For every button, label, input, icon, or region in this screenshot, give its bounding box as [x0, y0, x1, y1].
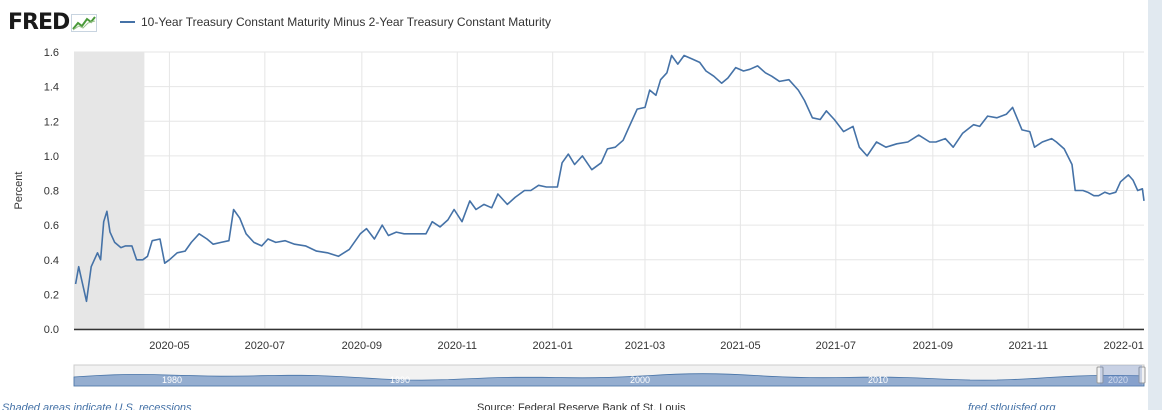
navigator-label-1: 1990	[390, 375, 410, 385]
y-tick-label-0: 0.0	[44, 324, 59, 336]
x-tick-label-1: 2020-07	[245, 340, 285, 352]
footer-site: fred.stlouisfed.org	[968, 402, 1056, 410]
navigator-label-0: 1980	[162, 375, 182, 385]
page-scrollbar[interactable]	[1148, 0, 1162, 410]
x-tick-label-0: 2020-05	[149, 340, 189, 352]
navigator-label-2: 2000	[630, 375, 650, 385]
footer-recession-note: Shaded areas indicate U.S. recessions	[2, 402, 192, 410]
navigator-handle-right[interactable]	[1138, 366, 1146, 384]
x-tick-label-9: 2021-11	[1008, 340, 1048, 352]
y-tick-label-3: 0.6	[44, 220, 59, 232]
y-tick-label-7: 1.4	[44, 82, 59, 94]
legend-label: 10-Year Treasury Constant Maturity Minus…	[141, 15, 551, 29]
navigator-area	[73, 373, 1145, 387]
navigator-selection	[1100, 365, 1142, 386]
y-tick-label-8: 1.6	[44, 47, 59, 59]
x-tick-label-2: 2020-09	[342, 340, 382, 352]
x-tick-label-6: 2021-05	[720, 340, 760, 352]
chart-line-icon	[71, 14, 98, 32]
x-tick-label-10: 2022-01	[1103, 340, 1143, 352]
footer-source: Source: Federal Reserve Bank of St. Loui…	[477, 402, 686, 410]
x-tick-label-3: 2020-11	[437, 340, 477, 352]
series-line-0	[74, 54, 1145, 303]
x-tick-label-8: 2021-09	[913, 340, 953, 352]
y-tick-label-4: 0.8	[44, 186, 59, 198]
x-tick-label-5: 2021-03	[625, 340, 665, 352]
x-tick-label-4: 2021-01	[532, 340, 572, 352]
y-tick-label-6: 1.2	[44, 116, 59, 128]
y-tick-label-5: 1.0	[44, 151, 59, 163]
chart-footer: Shaded areas indicate U.S. recessions So…	[0, 402, 1148, 410]
y-tick-label-1: 0.2	[44, 289, 59, 301]
fred-logo[interactable]: FRED	[8, 8, 98, 36]
navigator-handle-left[interactable]	[1096, 366, 1104, 384]
x-tick-label-7: 2021-07	[816, 340, 856, 352]
y-tick-label-2: 0.4	[44, 255, 59, 267]
y-axis-title: Percent	[13, 172, 25, 210]
navigator-label-4: 2020	[1108, 375, 1128, 385]
legend-swatch	[120, 21, 135, 23]
chart-legend[interactable]: 10-Year Treasury Constant Maturity Minus…	[120, 15, 551, 29]
navigator-label-3: 2010	[868, 375, 888, 385]
logo-text: FRED	[8, 9, 70, 35]
